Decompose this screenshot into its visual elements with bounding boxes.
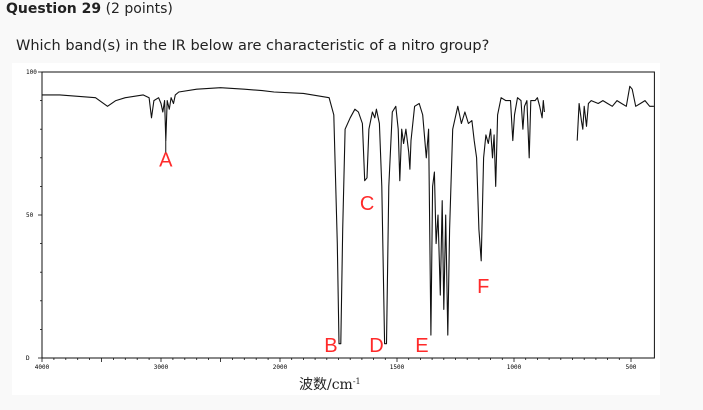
plot-frame <box>41 71 655 359</box>
x-tick-label: 4000 <box>35 364 50 371</box>
y-tick-label: D <box>26 355 30 362</box>
x-axis-label: 波数/cm-1 <box>299 377 361 393</box>
peak-label-a: A <box>159 150 173 172</box>
peak-label-b: B <box>324 335 337 357</box>
spectrum-line <box>576 85 654 141</box>
peak-label-e: E <box>415 335 428 357</box>
question-header: Question 29 (2 points) <box>6 1 173 17</box>
x-tick-label: 1000 <box>507 364 522 371</box>
x-tick-label: 2000 <box>273 364 288 371</box>
ir-spectrum-figure: 4000 3000 2000 1500 1000 500 D 50 100 A B C D E F 波数/… <box>12 63 660 395</box>
spectrum-series <box>42 85 654 345</box>
question-text: Which band(s) in the IR below are charac… <box>16 38 490 54</box>
annotations: A B C D E F <box>159 140 489 357</box>
x-tick-label: 3000 <box>154 364 169 371</box>
peak-label-c: C <box>360 193 374 215</box>
x-tick-label: 500 <box>626 364 637 371</box>
y-tick-label: 50 <box>26 212 34 219</box>
peak-label-d: D <box>369 335 383 357</box>
spectrum-line <box>42 87 545 345</box>
question-number: Question 29 <box>6 1 102 17</box>
ir-spectrum-chart: 4000 3000 2000 1500 1000 500 D 50 100 A B C D E F 波数/… <box>26 69 655 393</box>
y-tick-label: 100 <box>26 69 37 76</box>
peak-label-f: F <box>477 276 489 298</box>
axes: 4000 3000 2000 1500 1000 500 D 50 100 <box>26 69 655 371</box>
x-tick-label: 1500 <box>390 364 405 371</box>
question-points: (2 points) <box>105 1 173 17</box>
